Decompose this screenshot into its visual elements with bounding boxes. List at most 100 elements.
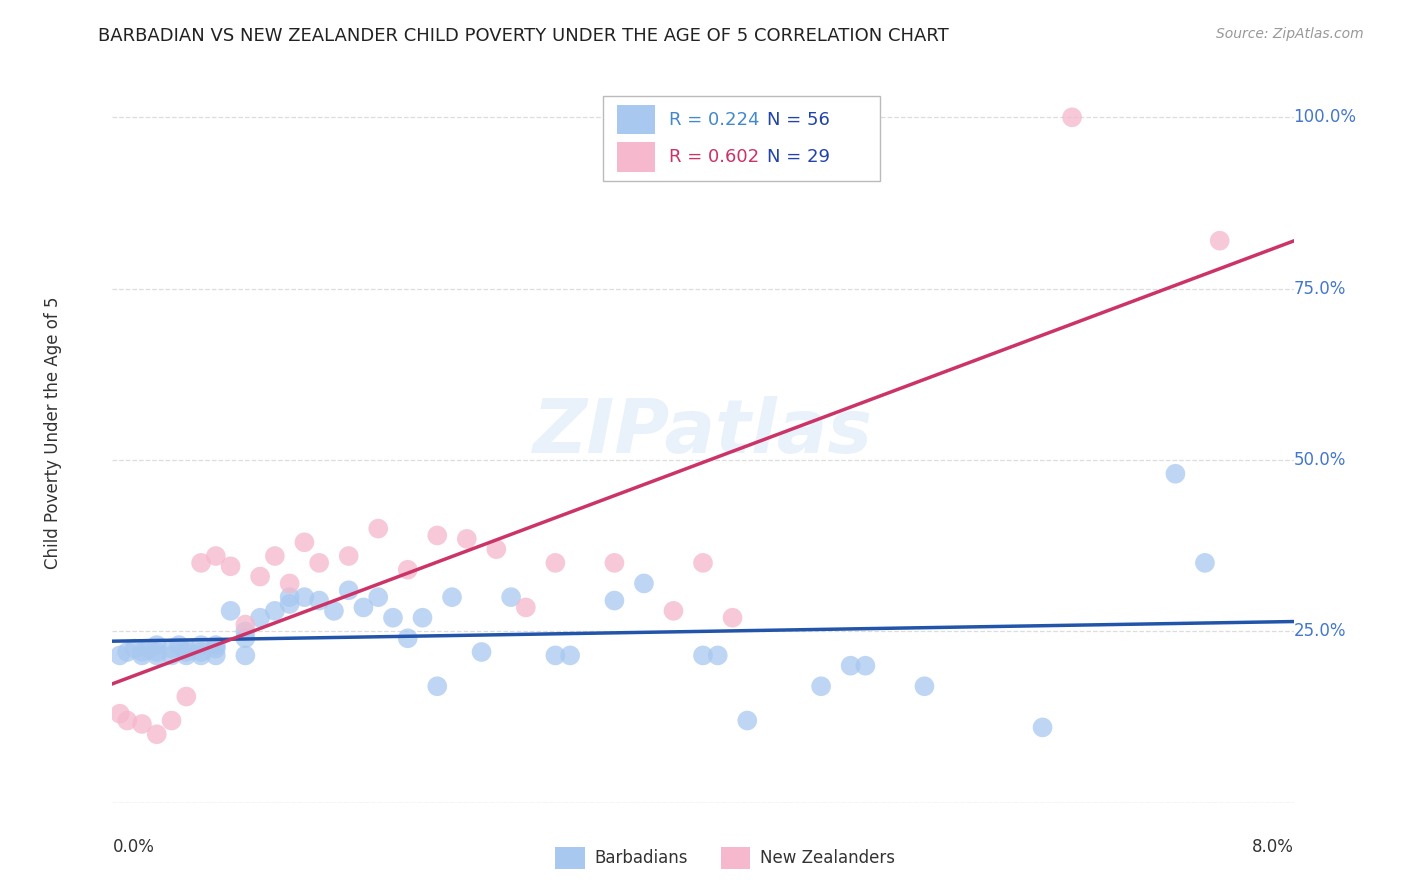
Point bbox=[308, 556, 330, 570]
Point bbox=[441, 590, 464, 604]
Text: N = 56: N = 56 bbox=[766, 111, 830, 128]
Point bbox=[219, 559, 242, 574]
Point bbox=[456, 532, 478, 546]
Point bbox=[131, 717, 153, 731]
Point bbox=[160, 641, 183, 656]
Point bbox=[249, 610, 271, 624]
Point bbox=[810, 679, 832, 693]
Point bbox=[205, 549, 228, 563]
Text: 25.0%: 25.0% bbox=[1294, 623, 1346, 640]
Point bbox=[108, 648, 131, 663]
Point bbox=[190, 648, 212, 663]
Point bbox=[323, 604, 346, 618]
Point bbox=[146, 727, 169, 741]
Point bbox=[471, 645, 494, 659]
Point bbox=[190, 638, 212, 652]
Text: R = 0.602: R = 0.602 bbox=[669, 148, 759, 166]
Point bbox=[190, 645, 212, 659]
Point bbox=[692, 556, 714, 570]
Point bbox=[633, 576, 655, 591]
Text: New Zealanders: New Zealanders bbox=[759, 849, 894, 867]
Point bbox=[662, 604, 685, 618]
Point bbox=[1032, 720, 1054, 734]
Bar bbox=[617, 104, 655, 135]
Point bbox=[264, 549, 287, 563]
Point bbox=[174, 641, 197, 656]
Point bbox=[544, 556, 567, 570]
Point bbox=[264, 604, 287, 618]
FancyBboxPatch shape bbox=[603, 95, 880, 181]
Point bbox=[367, 590, 389, 604]
Point bbox=[205, 638, 228, 652]
Point bbox=[501, 590, 523, 604]
Point bbox=[249, 569, 271, 583]
Text: 75.0%: 75.0% bbox=[1294, 280, 1346, 298]
Point bbox=[138, 641, 160, 656]
Point bbox=[853, 658, 877, 673]
Point bbox=[174, 690, 197, 704]
Point bbox=[367, 522, 389, 536]
Point bbox=[292, 535, 315, 549]
Point bbox=[1194, 556, 1216, 570]
Point bbox=[396, 563, 419, 577]
Point bbox=[839, 658, 862, 673]
Point bbox=[721, 610, 744, 624]
Text: Barbadians: Barbadians bbox=[595, 849, 688, 867]
Point bbox=[352, 600, 374, 615]
Point bbox=[1208, 234, 1232, 248]
Text: 0.0%: 0.0% bbox=[112, 838, 155, 855]
Point bbox=[485, 542, 508, 557]
Point bbox=[707, 648, 730, 663]
Point bbox=[737, 714, 759, 728]
Point bbox=[160, 648, 183, 663]
Point bbox=[426, 528, 449, 542]
Point bbox=[914, 679, 936, 693]
Point bbox=[233, 617, 256, 632]
Point bbox=[544, 648, 567, 663]
Point bbox=[426, 679, 449, 693]
Bar bbox=[555, 847, 585, 870]
Point bbox=[1062, 110, 1084, 124]
Point bbox=[146, 645, 169, 659]
Point bbox=[205, 648, 228, 663]
Point bbox=[117, 714, 138, 728]
Text: Source: ZipAtlas.com: Source: ZipAtlas.com bbox=[1216, 27, 1364, 41]
Point bbox=[146, 648, 169, 663]
Bar bbox=[721, 847, 751, 870]
Point bbox=[603, 556, 626, 570]
Point bbox=[174, 645, 197, 659]
Text: Child Poverty Under the Age of 5: Child Poverty Under the Age of 5 bbox=[45, 296, 62, 569]
Point bbox=[205, 641, 228, 656]
Point bbox=[167, 638, 190, 652]
Point bbox=[174, 648, 197, 663]
Point bbox=[515, 600, 537, 615]
Point bbox=[603, 593, 626, 607]
Point bbox=[292, 590, 315, 604]
Text: ZIPatlas: ZIPatlas bbox=[533, 396, 873, 469]
Point bbox=[278, 597, 301, 611]
Point bbox=[124, 641, 146, 656]
Text: 8.0%: 8.0% bbox=[1251, 838, 1294, 855]
Point bbox=[396, 632, 419, 646]
Point bbox=[278, 590, 301, 604]
Point bbox=[131, 648, 153, 663]
Point bbox=[131, 645, 153, 659]
Point bbox=[382, 610, 405, 624]
Text: 50.0%: 50.0% bbox=[1294, 451, 1346, 469]
Point bbox=[412, 610, 434, 624]
Point bbox=[160, 714, 183, 728]
Point bbox=[233, 632, 256, 646]
Text: N = 29: N = 29 bbox=[766, 148, 830, 166]
Point bbox=[560, 648, 582, 663]
Text: BARBADIAN VS NEW ZEALANDER CHILD POVERTY UNDER THE AGE OF 5 CORRELATION CHART: BARBADIAN VS NEW ZEALANDER CHILD POVERTY… bbox=[98, 27, 949, 45]
Bar bbox=[617, 142, 655, 172]
Point bbox=[108, 706, 131, 721]
Point bbox=[146, 638, 169, 652]
Point bbox=[337, 583, 360, 598]
Point bbox=[233, 648, 256, 663]
Text: 100.0%: 100.0% bbox=[1294, 108, 1357, 127]
Point bbox=[190, 556, 212, 570]
Point bbox=[692, 648, 714, 663]
Point bbox=[278, 576, 301, 591]
Text: R = 0.224: R = 0.224 bbox=[669, 111, 759, 128]
